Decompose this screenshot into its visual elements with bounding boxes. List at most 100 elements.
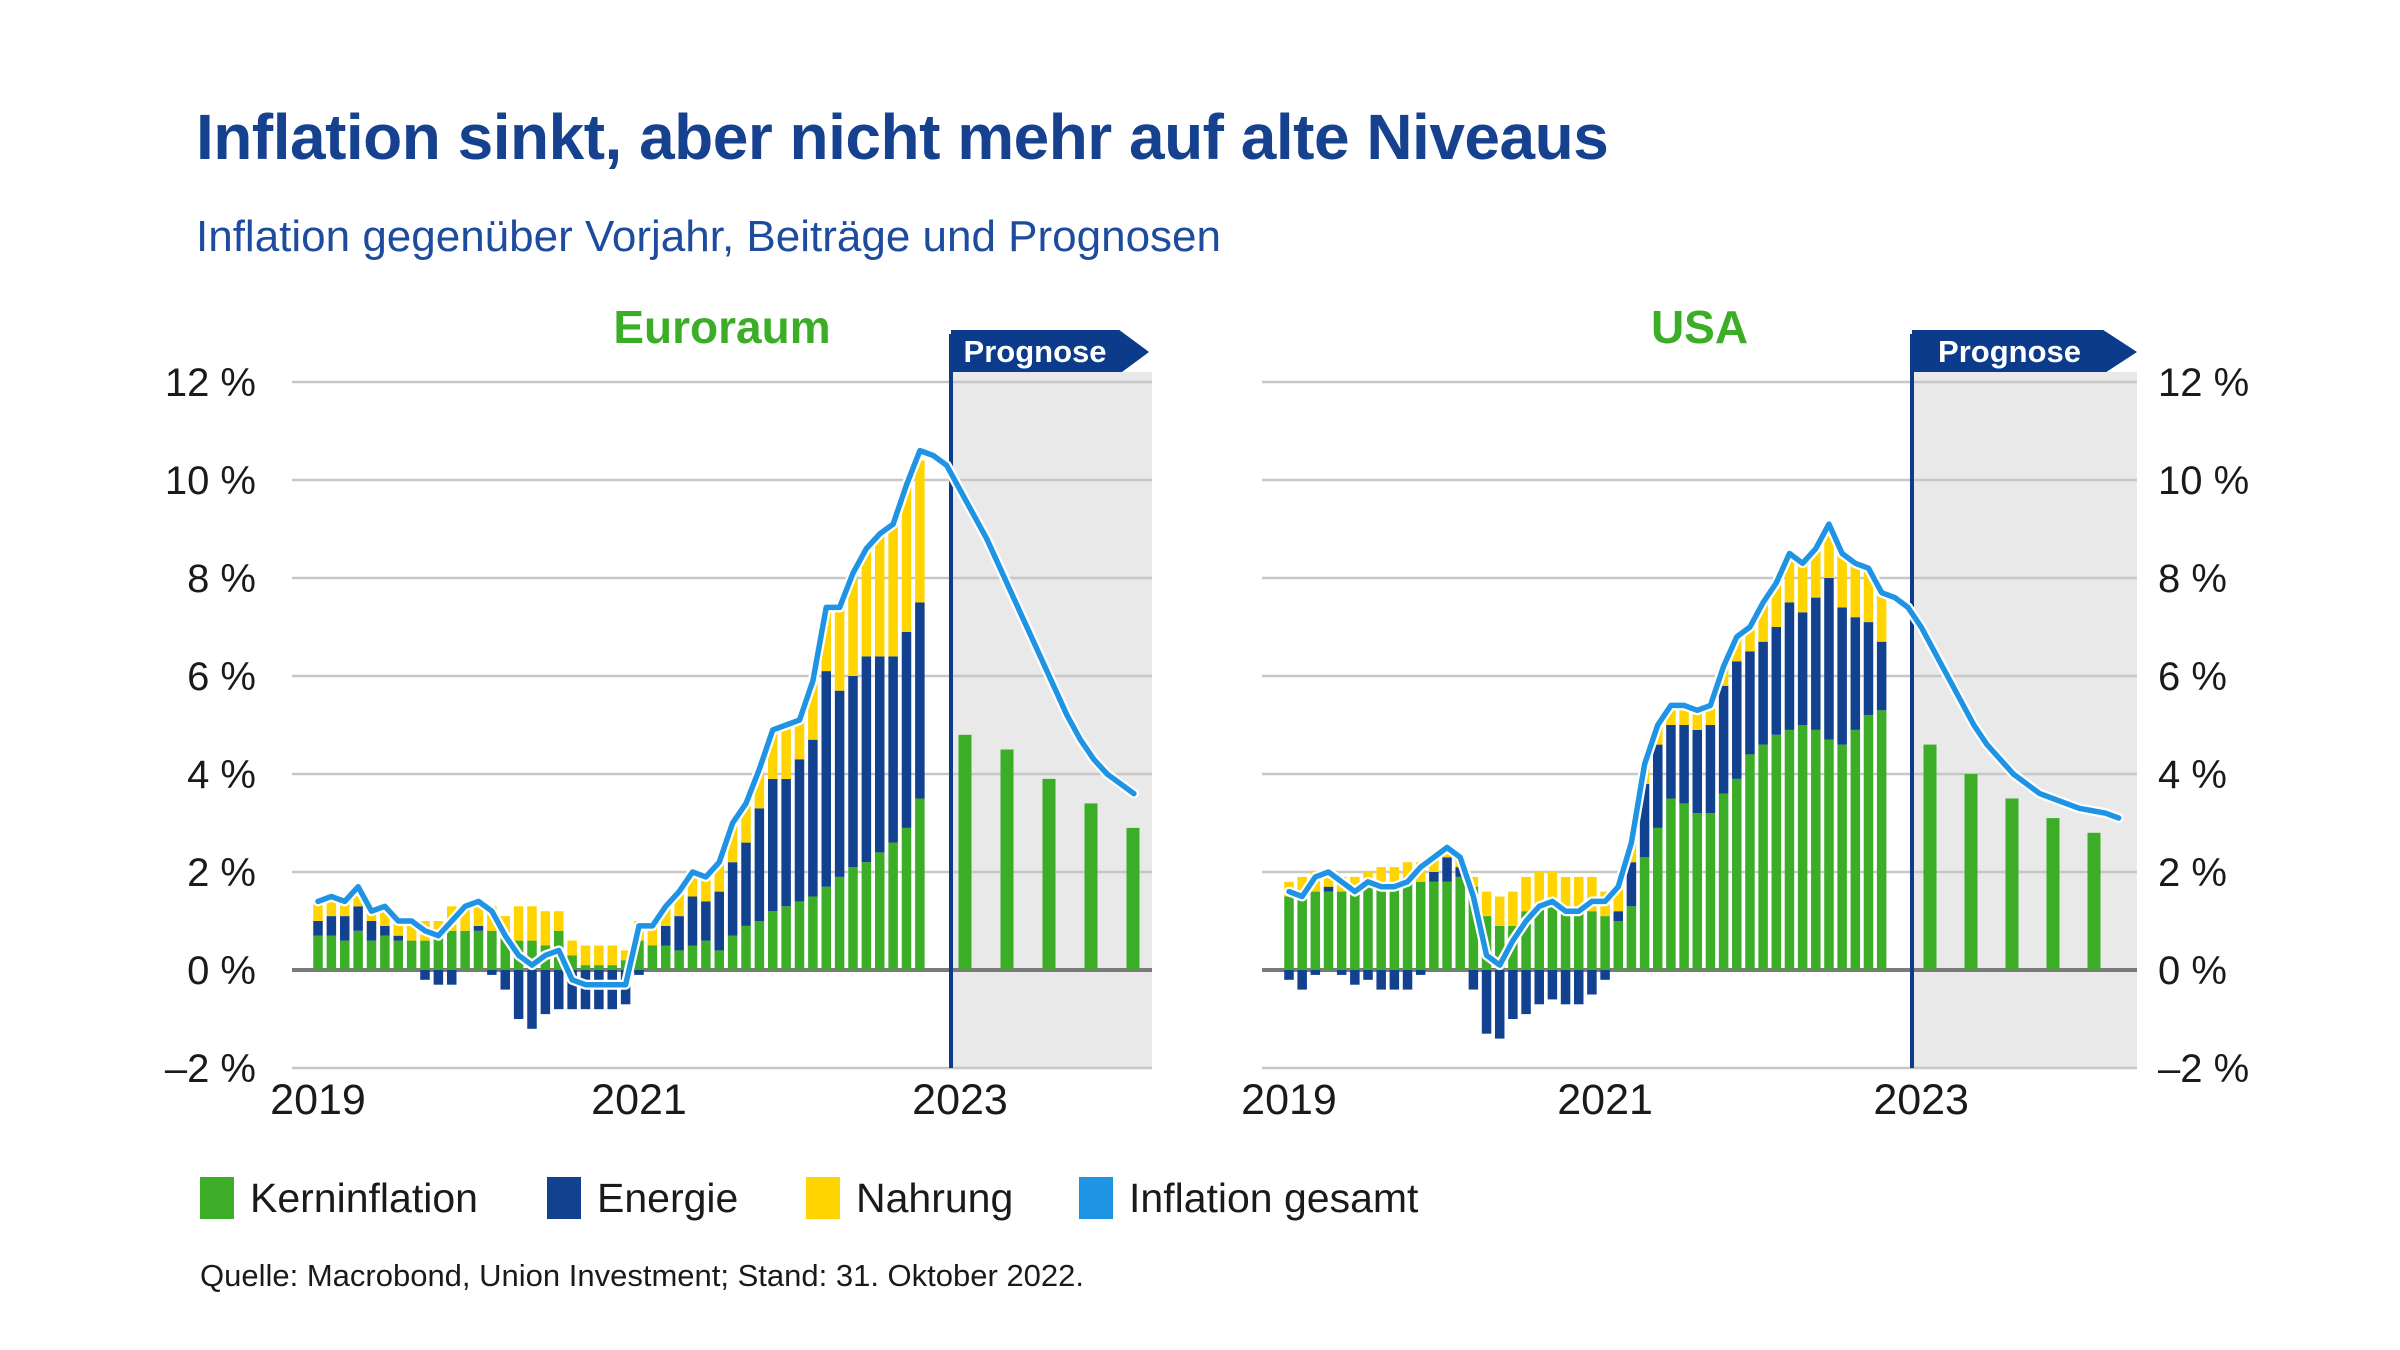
- bar-segment-energie: [888, 656, 898, 843]
- bar-segment-energie: [1784, 602, 1795, 730]
- bar-segment-kerninflation: [674, 950, 684, 970]
- bar-segment-kerninflation: [1587, 911, 1597, 970]
- bar-segment-nahrung: [1876, 592, 1887, 642]
- bar-segment-energie: [1626, 862, 1637, 907]
- forecast-bar: [2087, 832, 2101, 970]
- bar-segment-energie: [754, 808, 765, 921]
- bar-segment-energie: [1481, 970, 1492, 1034]
- bar-segment-kerninflation: [1415, 881, 1426, 970]
- bar-segment-kerninflation: [1653, 827, 1663, 970]
- bar-segment-kerninflation: [1389, 881, 1400, 970]
- bar-segment-nahrung: [1389, 867, 1400, 882]
- y-axis-label: 4 %: [2158, 753, 2227, 797]
- bar-segment-nahrung: [1587, 876, 1597, 912]
- forecast-bar: [2046, 818, 2060, 970]
- bar-segment-energie: [687, 896, 698, 946]
- kerninflation-swatch-icon: [200, 1177, 234, 1219]
- bar-segment-nahrung: [473, 901, 484, 926]
- bar-segment-energie: [714, 891, 724, 951]
- bar-segment-kerninflation: [661, 945, 671, 970]
- bar-segment-energie: [1494, 970, 1505, 1039]
- legend-label: Inflation gesamt: [1129, 1174, 1419, 1221]
- bar-segment-nahrung: [1679, 705, 1689, 725]
- forecast-bar: [1084, 803, 1098, 970]
- bar-segment-nahrung: [513, 906, 524, 941]
- bar-segment-energie: [1745, 651, 1755, 755]
- bar-segment-energie: [1732, 661, 1742, 779]
- forecast-region: [1912, 372, 2137, 1068]
- bar-segment-energie: [1336, 970, 1347, 975]
- bar-segment-nahrung: [848, 573, 858, 676]
- bar-segment-energie: [353, 906, 363, 931]
- bar-segment-energie: [1600, 970, 1610, 980]
- bar-segment-kerninflation: [1679, 803, 1689, 970]
- bar-segment-energie: [393, 935, 403, 941]
- bar-segment-energie: [875, 656, 885, 853]
- bar-segment-kerninflation: [567, 955, 577, 970]
- bar-segment-nahrung: [808, 680, 818, 740]
- bar-segment-nahrung: [1613, 886, 1623, 912]
- bar-segment-nahrung: [741, 803, 751, 843]
- bar-segment-nahrung: [1376, 867, 1386, 882]
- bar-segment-kerninflation: [888, 842, 898, 970]
- bar-segment-nahrung: [1297, 876, 1307, 892]
- prognose-banner-usa: Prognose: [1912, 330, 2137, 374]
- bar-segment-kerninflation: [1666, 798, 1676, 970]
- forecast-bar: [1126, 827, 1140, 970]
- bar-segment-nahrung: [915, 460, 925, 603]
- bar-segment-kerninflation: [1494, 925, 1505, 970]
- bar-segment-nahrung: [1323, 872, 1334, 887]
- bar-segment-nahrung: [393, 921, 403, 936]
- bar-segment-nahrung: [406, 921, 417, 941]
- legend-label: Energie: [597, 1174, 739, 1221]
- bar-segment-nahrung: [1850, 563, 1861, 618]
- source-note: Quelle: Macrobond, Union Investment; Sta…: [200, 1258, 1085, 1293]
- bar-segment-energie: [447, 970, 457, 985]
- bar-segment-nahrung: [1573, 876, 1584, 912]
- bar-segment-kerninflation: [1811, 729, 1821, 970]
- bar-segment-energie: [473, 925, 484, 931]
- bar-segment-kerninflation: [834, 876, 845, 970]
- bar-segment-nahrung: [620, 950, 631, 961]
- x-axis-year-label: 2021: [1557, 1076, 1653, 1124]
- bar-segment-kerninflation: [1876, 710, 1887, 970]
- bar-segment-energie: [1613, 911, 1623, 921]
- y-axis-label: 8 %: [187, 557, 256, 601]
- y-axis-label: 0 %: [187, 949, 256, 993]
- bar-segment-kerninflation: [1376, 881, 1386, 970]
- bar-segment-kerninflation: [634, 940, 644, 970]
- bar-segment-energie: [1771, 627, 1782, 735]
- forecast-bar: [958, 734, 972, 970]
- bar-segment-kerninflation: [1692, 813, 1703, 970]
- bar-segment-nahrung: [567, 940, 577, 956]
- x-axis-year-label: 2023: [912, 1076, 1008, 1124]
- bar-segment-kerninflation: [1824, 739, 1834, 970]
- bar-segment-kerninflation: [754, 921, 765, 970]
- bar-segment-kerninflation: [1837, 744, 1847, 970]
- bar-segment-kerninflation: [1626, 906, 1637, 970]
- bar-segment-energie: [487, 970, 497, 975]
- bar-segment-nahrung: [460, 906, 470, 931]
- bar-segment-energie: [313, 921, 323, 936]
- inflation-gesamt-line: [315, 447, 1137, 988]
- bar-segment-energie: [1666, 725, 1676, 799]
- bar-segment-kerninflation: [1455, 876, 1465, 970]
- bar-segment-nahrung: [1784, 553, 1795, 603]
- bar-segment-kerninflation: [741, 925, 751, 970]
- bar-segment-energie: [701, 901, 711, 941]
- legend: Kerninflation Energie Nahrung Inflation …: [0, 1174, 2400, 1222]
- legend-label: Kerninflation: [250, 1174, 478, 1221]
- bar-segment-energie: [527, 970, 537, 1029]
- bar-segment-energie: [1587, 970, 1597, 995]
- bar-segment-kerninflation: [875, 852, 885, 970]
- bar-segment-energie: [1863, 622, 1874, 716]
- bar-segment-kerninflation: [340, 940, 350, 970]
- x-axis-year-label: 2021: [591, 1076, 687, 1124]
- bar-segment-kerninflation: [366, 940, 377, 970]
- bar-segment-kerninflation: [1758, 744, 1768, 970]
- bar-segment-kerninflation: [447, 930, 457, 970]
- forecast-bar: [1923, 744, 1937, 970]
- y-axis-label: 6 %: [187, 655, 256, 699]
- legend-item-inflation-gesamt: Inflation gesamt: [1079, 1174, 1418, 1222]
- y-axis-label: 12 %: [2158, 361, 2249, 405]
